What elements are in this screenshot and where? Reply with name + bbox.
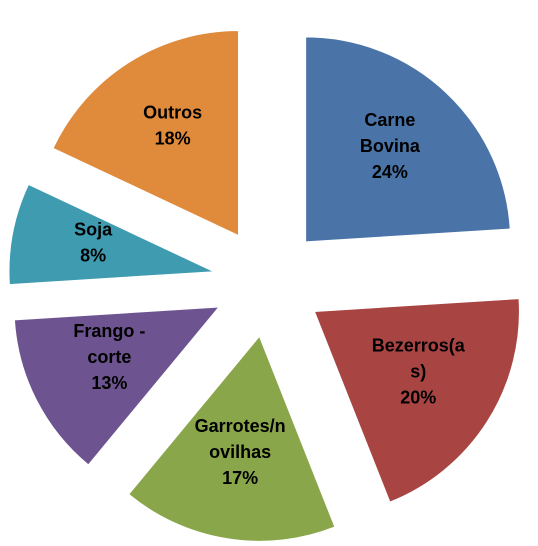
slice-label: Bezerros(a s) (372, 335, 466, 381)
label-line: Outros (143, 103, 202, 123)
pie-slice (13, 306, 221, 466)
label-line: corte (87, 347, 131, 367)
label-line: s) (410, 361, 426, 381)
slice-label: Garrotes/n ovilhas (195, 416, 286, 462)
slice-label: Carne Bovina (360, 110, 421, 156)
label-line: Bovina (360, 136, 421, 156)
value-label: 20% (400, 387, 436, 407)
value-label: 24% (372, 162, 408, 182)
pie-slice (313, 298, 520, 503)
slice-label: Outros (143, 103, 202, 123)
label-line: Bezerros(a (372, 335, 466, 355)
pie-slice (128, 335, 336, 542)
label-line: ovilhas (209, 442, 271, 462)
label-line: Carne (364, 110, 415, 130)
label-line: Soja (74, 220, 113, 240)
pie-slice (52, 30, 240, 237)
value-label: 13% (91, 373, 127, 393)
label-line: Frango - (73, 321, 145, 341)
slice-label: Soja (74, 220, 113, 240)
slice-label: Frango - corte (73, 321, 145, 367)
value-label: 8% (80, 246, 106, 266)
pie-slice (8, 183, 215, 286)
value-label: 18% (155, 129, 191, 149)
label-line: Garrotes/n (195, 416, 286, 436)
value-label: 17% (222, 468, 258, 488)
pie-slice (305, 36, 511, 243)
